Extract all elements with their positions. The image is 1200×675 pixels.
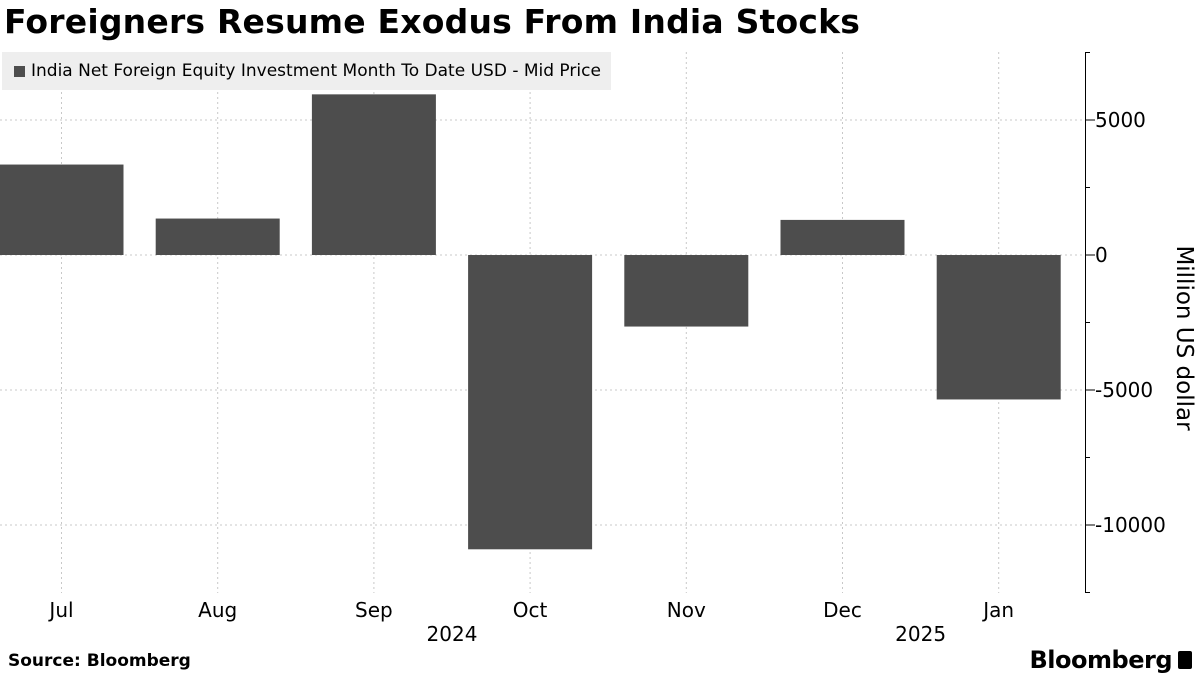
bar-sep <box>311 94 436 255</box>
brand-wordmark: Bloomberg <box>1029 646 1173 674</box>
x-tick-label: Dec <box>823 598 862 622</box>
x-tick-label: Sep <box>355 598 393 622</box>
legend-label: India Net Foreign Equity Investment Mont… <box>31 61 601 81</box>
source-note: Source: Bloomberg <box>8 651 191 671</box>
x-tick-label: Nov <box>667 598 706 622</box>
y-tick-label: 5000 <box>1095 108 1146 132</box>
y-axis-title: Million US dollar <box>1171 245 1197 431</box>
brand-logo: Bloomberg <box>1030 646 1192 674</box>
y-tick-label: 0 <box>1095 243 1108 267</box>
y-tick-label: -5000 <box>1095 378 1153 402</box>
chart-legend: India Net Foreign Equity Investment Mont… <box>2 52 611 90</box>
x-tick-label: Oct <box>513 598 548 622</box>
chart-title: Foreigners Resume Exodus From India Stoc… <box>4 2 861 41</box>
bar-dec <box>780 219 905 255</box>
terminal-icon <box>1178 651 1192 669</box>
x-tick-label: Jul <box>47 598 73 622</box>
bar-oct <box>468 255 593 550</box>
bar-jul <box>0 164 124 255</box>
bar-aug <box>155 218 280 255</box>
legend-swatch <box>14 65 25 77</box>
x-year-label: 2025 <box>895 622 946 646</box>
x-tick-label: Jan <box>981 598 1014 622</box>
bar-jan <box>936 255 1061 400</box>
x-year-label: 2024 <box>427 622 478 646</box>
y-tick-label: -10000 <box>1095 513 1166 537</box>
bar-nov <box>624 255 749 327</box>
x-tick-label: Aug <box>198 598 237 622</box>
